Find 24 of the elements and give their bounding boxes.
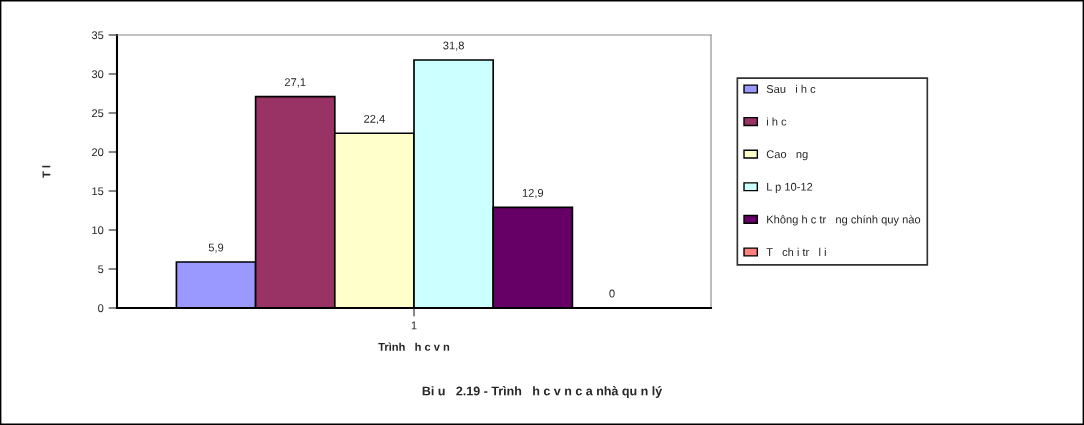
y-tick-label: 25 [92,109,104,118]
data-label: 5,9 [208,243,224,253]
legend-label: L p 10-12 [767,182,813,193]
x-axis-title: Trình h c v n [378,342,450,351]
legend-label: Sau i h c [766,84,816,93]
legend-label: Không h c tr ng chính quy nào [767,215,921,226]
y-tick-label: 30 [91,70,104,79]
y-tick-label: 20 [92,148,104,157]
legend-label: Cao ng [766,150,808,161]
y-tick-label: 5 [98,265,104,274]
data-label: 0 [609,289,615,298]
y-tick-label: 35 [91,31,104,40]
data-label: 27,1 [284,78,306,88]
legend-label: T ch i tr l i [766,247,826,256]
text: Bi u 2.19 - Trình h c v n c a nhà qu n lý [422,386,663,398]
data-label: 22,4 [364,114,385,125]
x-tick-label: 1 [411,321,417,330]
data-label: 31,8 [443,41,464,51]
y-tick-label: 15 [92,187,104,196]
y-tick-label: 10 [92,226,104,235]
y-axis-title: T l [42,165,51,178]
legend-label: i h c [766,117,787,126]
data-label: 12,9 [522,188,544,199]
y-tick-label: 0 [98,304,104,313]
